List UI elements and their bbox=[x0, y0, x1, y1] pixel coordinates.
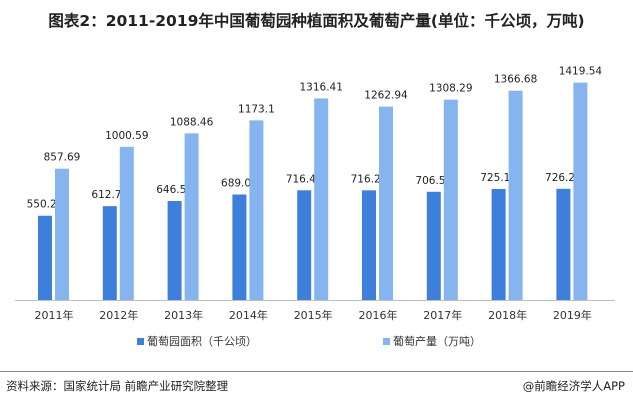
x-tick-label: 2012年 bbox=[99, 308, 138, 322]
legend-item-production: 葡萄产量（万吨） bbox=[383, 333, 481, 349]
x-tick-label: 2018年 bbox=[488, 308, 527, 322]
data-label: 1173.1 bbox=[238, 103, 275, 115]
data-label: 612.75 bbox=[91, 189, 128, 201]
bar-area bbox=[38, 215, 52, 300]
bar-area bbox=[167, 200, 182, 300]
legend-label: 葡萄园面积（千公顷） bbox=[147, 335, 257, 348]
bar-area bbox=[491, 188, 506, 300]
bar-production bbox=[184, 133, 199, 300]
bar-production bbox=[379, 106, 393, 301]
bar-area bbox=[297, 190, 312, 300]
bar-area bbox=[232, 194, 247, 300]
data-label: 725.10 bbox=[480, 172, 517, 184]
data-label: 1088.46 bbox=[170, 116, 214, 128]
bar-area bbox=[556, 188, 571, 300]
x-tick-label: 2013年 bbox=[164, 308, 203, 322]
data-label: 1316.41 bbox=[299, 81, 342, 93]
data-label: 1419.54 bbox=[559, 66, 603, 78]
divider bbox=[0, 371, 633, 372]
bar-area bbox=[102, 206, 117, 300]
legend-label: 葡萄产量（万吨） bbox=[393, 335, 481, 348]
legend-swatch bbox=[137, 337, 144, 345]
data-label: 726.20 bbox=[545, 172, 582, 184]
x-tick-label: 2016年 bbox=[359, 308, 398, 322]
bar-production bbox=[573, 82, 588, 300]
data-label: 1000.59 bbox=[105, 130, 148, 142]
data-label: 716.41 bbox=[286, 173, 323, 185]
brand-credit: @前瞻经济学人APP bbox=[522, 379, 625, 393]
x-tick-label: 2017年 bbox=[423, 308, 462, 322]
x-tick-label: 2011年 bbox=[35, 308, 74, 322]
data-label: 857.69 bbox=[44, 152, 81, 164]
chart-title: 图表2：2011-2019年中国葡萄园种植面积及葡萄产量(单位：千公顷，万吨) bbox=[48, 12, 585, 30]
x-tick-label: 2014年 bbox=[229, 308, 268, 322]
legend-swatch bbox=[383, 337, 390, 345]
x-tick-label: 2015年 bbox=[294, 308, 333, 322]
bar-production bbox=[119, 146, 134, 300]
bar-production bbox=[249, 120, 264, 300]
data-label: 1262.94 bbox=[364, 90, 408, 102]
source-note: 资料来源：国家统计局 前瞻产业研究院整理 bbox=[6, 379, 229, 393]
bar-chart: 550.28 857.69 2011年 612.75 1000.59 2012年 646.5… bbox=[15, 66, 615, 322]
bar-production bbox=[314, 98, 329, 301]
data-label: 646.57 bbox=[156, 184, 193, 196]
data-label: 689.05 bbox=[221, 177, 258, 189]
data-label: 1308.29 bbox=[429, 83, 472, 95]
data-label: 550.28 bbox=[27, 199, 64, 211]
bar-production bbox=[55, 168, 69, 300]
data-label: 716.21 bbox=[351, 173, 388, 185]
bar-area bbox=[426, 191, 441, 300]
bar-area bbox=[362, 190, 376, 300]
data-label: 706.55 bbox=[415, 175, 452, 187]
data-label: 1366.68 bbox=[494, 74, 537, 86]
bar-production bbox=[443, 99, 458, 300]
x-tick-label: 2019年 bbox=[553, 308, 592, 322]
legend-item-area: 葡萄园面积（千公顷） bbox=[137, 333, 257, 349]
bar-production bbox=[508, 90, 523, 300]
